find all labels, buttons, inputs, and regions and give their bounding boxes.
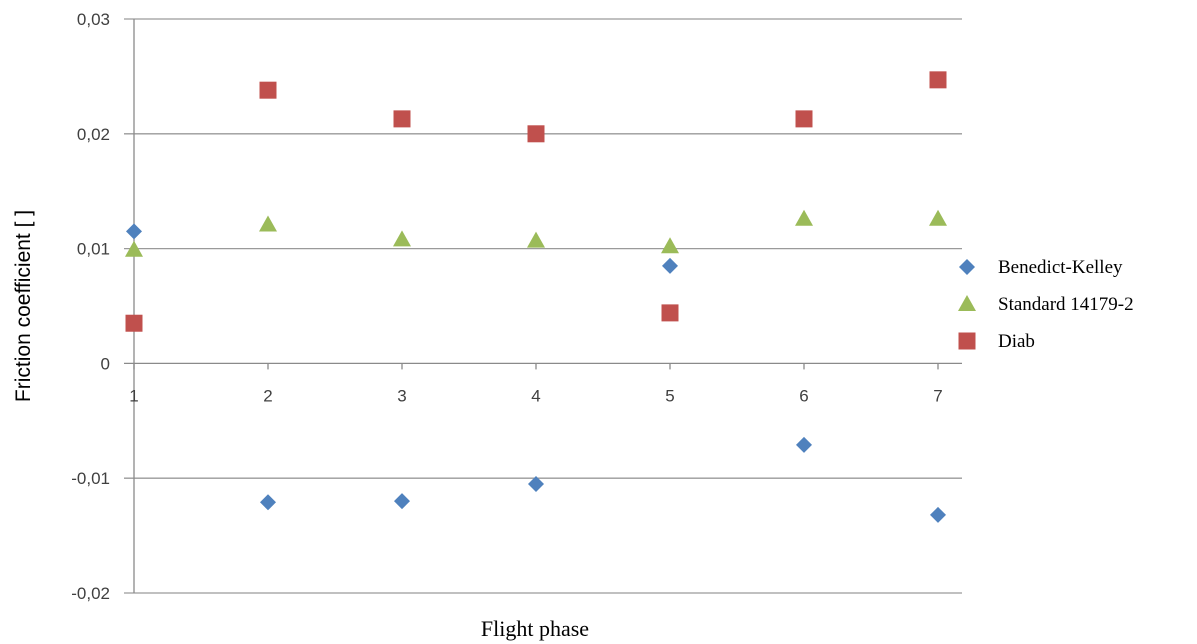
x-tick-label: 6: [799, 386, 808, 405]
point-diab: [125, 314, 143, 332]
x-tick-labels: 1 2 3 4 5 6 7: [129, 386, 942, 405]
point-diab: [929, 71, 947, 89]
y-tick-label: 0: [101, 354, 110, 373]
x-tick-label: 4: [531, 386, 540, 405]
x-tick-label: 5: [665, 386, 674, 405]
point-standard-14179-2: [393, 230, 411, 247]
y-tick-label: -0,01: [71, 469, 110, 488]
legend-marker-standard-14179-2: [958, 295, 976, 311]
gridlines: [124, 18, 962, 594]
point-standard-14179-2: [259, 215, 277, 232]
y-tick-label: -0,02: [71, 584, 110, 603]
data-points: [125, 71, 947, 523]
point-standard-14179-2: [527, 231, 545, 248]
legend-label-diab: Diab: [998, 331, 1035, 352]
axes: [124, 19, 962, 593]
x-tick-label: 3: [397, 386, 406, 405]
point-standard-14179-2: [795, 209, 813, 226]
x-axis-title: Flight phase: [481, 616, 589, 641]
point-standard-14179-2: [929, 209, 947, 226]
point-benedict-kelley: [126, 223, 142, 240]
point-benedict-kelley: [260, 494, 276, 511]
legend-label-standard-14179-2: Standard 14179-2: [998, 294, 1134, 315]
y-tick-label: 0,02: [77, 125, 110, 144]
y-tick-label: 0,03: [77, 10, 110, 29]
legend: Benedict-Kelley Standard 14179-2 Diab: [958, 257, 1134, 352]
point-diab: [259, 81, 277, 99]
x-tick-label: 7: [933, 386, 942, 405]
y-axis-title: Friction coefficient [ ]: [12, 210, 35, 402]
y-tick-label: 0,01: [77, 240, 110, 259]
point-diab: [661, 304, 679, 322]
point-benedict-kelley: [796, 436, 812, 453]
point-benedict-kelley: [394, 493, 410, 510]
point-benedict-kelley: [528, 475, 544, 492]
legend-marker-diab: [958, 332, 976, 350]
point-diab: [393, 110, 411, 128]
point-benedict-kelley: [662, 257, 678, 274]
legend-label-benedict-kelley: Benedict-Kelley: [998, 257, 1123, 278]
x-tick-label: 1: [129, 386, 138, 405]
point-standard-14179-2: [661, 237, 679, 254]
legend-marker-benedict-kelley: [959, 259, 975, 275]
y-tick-labels: -0,02 -0,01 0 0,01 0,02 0,03: [71, 10, 110, 603]
x-tick-label: 2: [263, 386, 272, 405]
point-diab: [527, 125, 545, 143]
point-benedict-kelley: [930, 506, 946, 523]
point-standard-14179-2: [125, 240, 143, 257]
point-diab: [795, 110, 813, 128]
